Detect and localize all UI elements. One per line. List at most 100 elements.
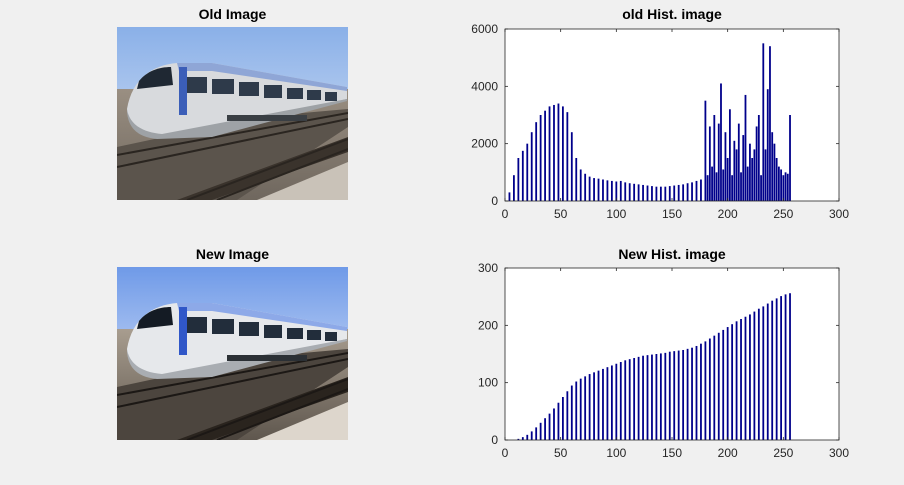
old-hist-bar [646,185,649,201]
old-hist-bar [700,179,702,201]
old-hist-bar [593,178,595,201]
old-hist-bar [757,115,760,201]
new-hist-bar [544,418,546,440]
new-hist-bar [717,332,720,440]
old-hist-bar [731,175,734,201]
new-hist-bar [726,327,729,440]
old-hist-bar [553,104,555,201]
old-hist-bar [742,135,745,201]
old-hist-x-tick-label: 200 [718,207,738,221]
new-hist-bar [633,358,636,440]
old-hist-bar [780,169,783,201]
old-hist-bar [615,181,618,201]
old-hist-y-tick-label: 4000 [471,79,498,93]
old-hist-bar [749,143,751,201]
new-hist-bar [704,341,707,440]
new-hist-bar [731,324,734,440]
new-hist-bar [682,349,685,440]
new-hist-bar [735,321,738,440]
new-hist-bar [579,378,582,440]
old-image-title: Old Image [198,6,267,22]
old-hist-bar [535,122,538,201]
old-hist-bar [722,169,725,201]
old-hist-bar [655,186,658,201]
new-hist-bar [570,385,573,440]
new-hist-x-tick-label: 300 [829,446,849,460]
new-hist-bar [695,345,698,440]
old-hist-bar [517,158,520,201]
old-hist-bar [513,175,515,201]
new-hist-bar [749,314,751,440]
old-hist-bar [588,176,591,201]
new-hist-bar [557,402,560,440]
old-hist-bar [764,149,767,201]
new-hist-bar [700,343,702,440]
new-hist-bar [713,335,716,440]
old-hist-bar [720,83,722,201]
old-hist-bar [704,100,707,201]
new-hist-plot-area [505,268,839,440]
new-hist-x-tick-label: 0 [502,446,509,460]
new-hist-bar [686,348,689,440]
new-hist-bar [744,316,747,440]
new-hist-y-tick-label: 200 [478,318,498,332]
new-train-photo [117,267,348,440]
new-hist-bar [588,374,591,440]
old-hist-bar [755,126,758,201]
new-hist-bar [668,351,671,440]
old-hist-bar [760,175,762,201]
old-hist-bar [544,110,546,201]
old-hist-bar [762,43,765,202]
old-hist-bar [526,143,529,201]
new-hist-bar [535,427,538,440]
old-hist-x-tick-label: 300 [829,207,849,221]
new-hist-bar [659,353,662,440]
new-image-title: New Image [195,246,270,262]
old-hist-bar [735,149,738,201]
old-hist-x-tick-label: 0 [502,207,509,221]
old-hist-bar [619,180,622,201]
old-hist-bar [789,115,791,201]
old-hist-bar [664,186,667,201]
new-hist-bar [789,293,791,440]
old-hist-bar [682,184,685,201]
old-hist-bar [530,132,533,201]
new-hist-bar [526,434,529,440]
old-hist-x-tick-label: 100 [606,207,626,221]
old-hist-bar [728,109,731,201]
old-hist-bar [548,106,551,201]
old-hist-bar [708,126,711,201]
new-hist-bar [602,368,604,440]
old-hist-bar [673,185,676,201]
old-hist-bar [602,179,604,201]
new-hist-bar [757,308,760,440]
new-hist-bar [553,408,555,440]
old-hist-bar [733,140,736,201]
old-hist-bar [737,123,740,201]
old-hist-bar [659,186,662,201]
old-hist-bar [751,158,754,201]
old-hist-y-tick-label: 2000 [471,137,498,151]
old-hist-bar [691,182,693,201]
old-hist-bar [706,175,709,201]
old-hist-x-tick-label: 50 [554,207,568,221]
old-hist-bar [715,172,718,201]
old-hist-bar [642,184,644,201]
new-hist-bar [784,294,787,440]
new-hist-bar [584,376,587,440]
old-hist-bar [695,180,698,201]
new-hist-bar [740,319,742,440]
old-hist-bar [711,166,713,201]
new-hist-bar [691,347,693,440]
old-hist-bar [746,166,749,201]
new-hist-bar [606,367,609,440]
old-hist-bar [713,115,716,201]
old-hist-bar [597,178,600,201]
old-hist-bar [777,166,780,201]
old-hist-bar [624,182,627,201]
old-hist-x-tick-label: 150 [662,207,682,221]
new-hist-bar [637,356,640,440]
old-hist-bar [575,158,578,201]
